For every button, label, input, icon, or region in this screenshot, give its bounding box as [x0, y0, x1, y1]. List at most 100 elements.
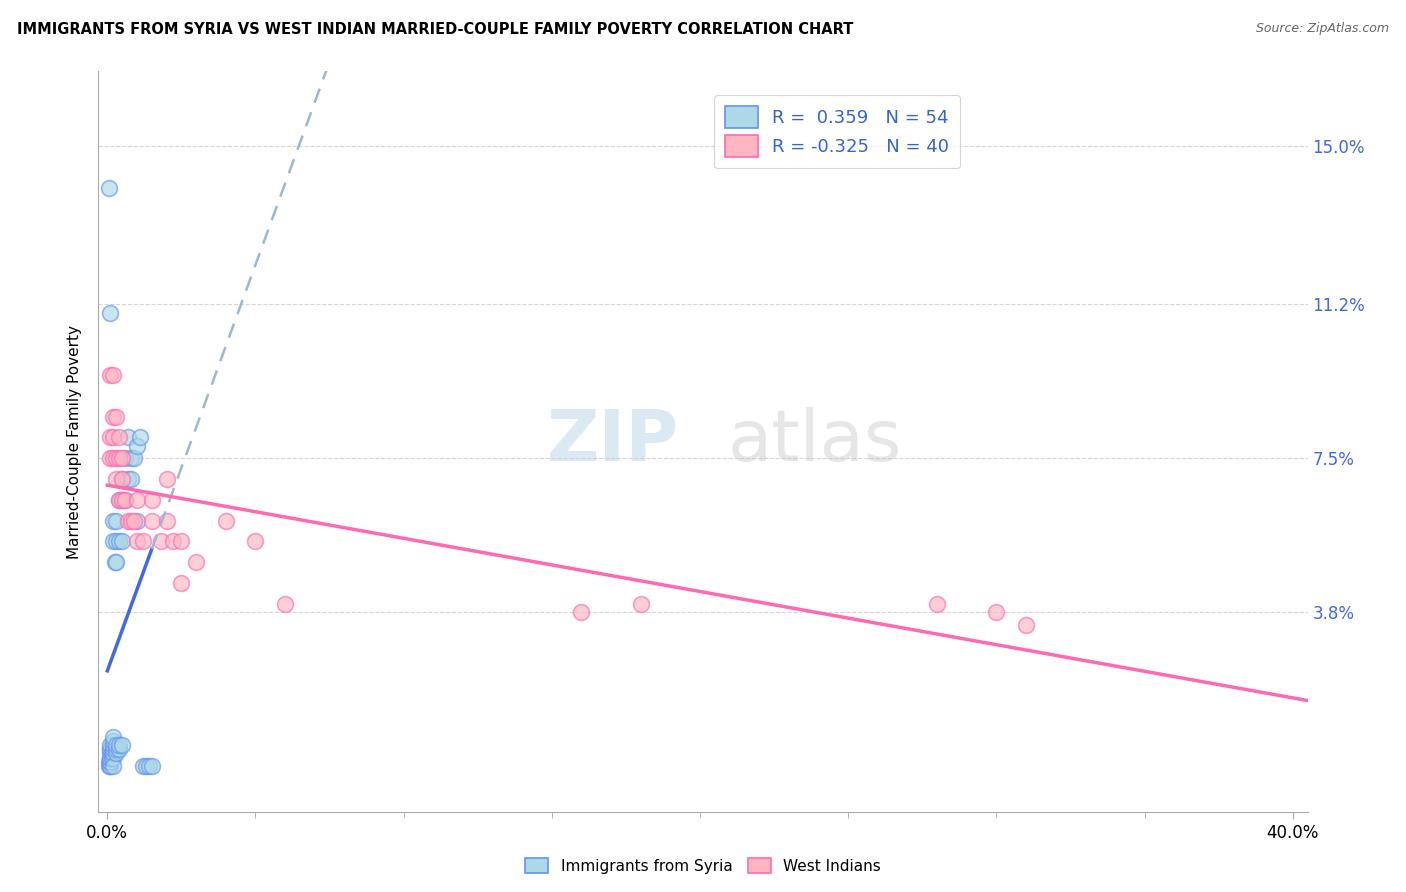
Text: atlas: atlas [727, 407, 901, 476]
Text: Source: ZipAtlas.com: Source: ZipAtlas.com [1256, 22, 1389, 36]
Point [98, 755, 121, 769]
Point [105, 738, 128, 752]
Point [108, 738, 131, 752]
Legend: Immigrants from Syria, West Indians: Immigrants from Syria, West Indians [519, 852, 887, 880]
Point [104, 555, 127, 569]
Point [103, 747, 125, 761]
Point [117, 472, 139, 486]
Point [117, 514, 139, 528]
Point [111, 534, 134, 549]
Point [120, 451, 142, 466]
Point [100, 747, 122, 761]
Point [103, 738, 125, 752]
Point [170, 576, 193, 591]
Point [141, 492, 163, 507]
Point [129, 430, 152, 444]
Point [98, 451, 121, 466]
Point [245, 534, 267, 549]
Point [98, 747, 121, 761]
Point [105, 409, 128, 424]
Point [155, 514, 177, 528]
Point [108, 534, 131, 549]
Point [125, 439, 148, 453]
Point [122, 451, 145, 466]
Point [108, 742, 131, 756]
Point [125, 492, 148, 507]
Point [111, 472, 134, 486]
Point [630, 597, 652, 611]
Point [103, 534, 125, 549]
Point [105, 747, 128, 761]
Point [571, 605, 593, 619]
Point [98, 430, 121, 444]
Point [122, 514, 145, 528]
Text: IMMIGRANTS FROM SYRIA VS WEST INDIAN MARRIED-COUPLE FAMILY POVERTY CORRELATION C: IMMIGRANTS FROM SYRIA VS WEST INDIAN MAR… [17, 22, 853, 37]
Point [103, 451, 125, 466]
Point [103, 742, 125, 756]
Point [100, 750, 122, 764]
Point [170, 534, 193, 549]
Point [986, 605, 1008, 619]
Point [149, 534, 172, 549]
Point [97, 759, 120, 773]
Point [111, 451, 134, 466]
Point [108, 492, 131, 507]
Point [215, 514, 238, 528]
Point [105, 514, 128, 528]
Point [186, 555, 208, 569]
Point [105, 451, 128, 466]
Point [125, 514, 148, 528]
Point [97, 181, 120, 195]
Point [117, 430, 139, 444]
Point [274, 597, 297, 611]
Point [927, 597, 949, 611]
Point [105, 534, 128, 549]
Point [98, 750, 121, 764]
Point [103, 750, 125, 764]
Point [162, 534, 184, 549]
Point [141, 514, 163, 528]
Legend: R =  0.359   N = 54, R = -0.325   N = 40: R = 0.359 N = 54, R = -0.325 N = 40 [714, 95, 960, 168]
Point [108, 451, 131, 466]
Point [132, 534, 155, 549]
Point [108, 492, 131, 507]
Point [98, 742, 121, 756]
Point [120, 472, 142, 486]
Point [111, 472, 134, 486]
Point [98, 738, 121, 752]
Point [103, 409, 125, 424]
Point [97, 755, 120, 769]
Point [98, 750, 121, 764]
Point [132, 759, 155, 773]
Point [98, 759, 121, 773]
Point [105, 472, 128, 486]
Point [103, 730, 125, 744]
Point [1015, 617, 1038, 632]
Point [98, 742, 121, 756]
Point [98, 305, 121, 319]
Point [98, 368, 121, 382]
Point [114, 451, 136, 466]
Point [108, 430, 131, 444]
Point [155, 472, 177, 486]
Point [98, 759, 121, 773]
Point [111, 492, 134, 507]
Point [103, 368, 125, 382]
Text: ZIP: ZIP [547, 407, 679, 476]
Point [114, 492, 136, 507]
Point [103, 734, 125, 748]
Point [98, 755, 121, 769]
Point [114, 492, 136, 507]
Point [103, 430, 125, 444]
Point [138, 759, 160, 773]
Point [105, 555, 128, 569]
Point [111, 738, 134, 752]
Point [135, 759, 157, 773]
Point [111, 492, 134, 507]
Point [103, 514, 125, 528]
Point [103, 759, 125, 773]
Point [105, 742, 128, 756]
Point [120, 514, 142, 528]
Y-axis label: Married-Couple Family Poverty: Married-Couple Family Poverty [67, 325, 83, 558]
Point [125, 534, 148, 549]
